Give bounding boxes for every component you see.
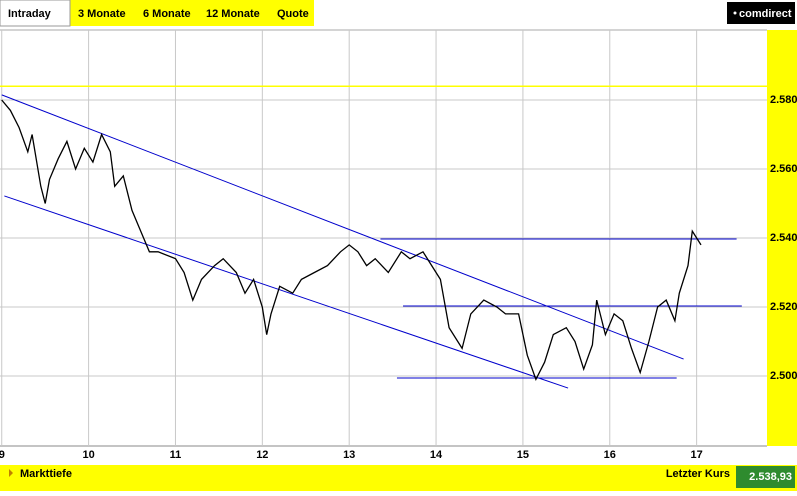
- tab[interactable]: Intraday: [8, 8, 52, 20]
- trend-line: [1, 94, 684, 360]
- x-tick-label: 10: [82, 449, 94, 461]
- footer: [0, 465, 797, 491]
- logo: comdirect: [739, 8, 792, 20]
- footer-label: Letzter Kurs: [666, 468, 730, 480]
- price-line: [1, 99, 702, 382]
- tab[interactable]: 3 Monate: [78, 8, 126, 20]
- tab[interactable]: 6 Monate: [143, 8, 191, 20]
- logo-dot: [733, 11, 737, 15]
- x-tick-label: 13: [343, 449, 355, 461]
- price-box: [736, 466, 795, 488]
- x-tick-label: 14: [430, 449, 443, 461]
- y-tick-label: 2.520: [770, 301, 797, 313]
- y-tick-label: 2.560: [770, 163, 797, 175]
- expand-icon: [9, 469, 13, 477]
- tab[interactable]: Quote: [277, 8, 309, 20]
- x-tick-label: 17: [691, 449, 703, 461]
- last-price: 2.538,93: [749, 471, 792, 483]
- x-tick-label: 15: [517, 449, 529, 461]
- active-tab[interactable]: [0, 0, 71, 27]
- x-tick-label: 9: [0, 449, 5, 461]
- tab-bar-fill: [314, 0, 797, 26]
- logo-box: [727, 2, 795, 24]
- x-tick-label: 12: [256, 449, 268, 461]
- y-tick-label: 2.500: [770, 370, 797, 382]
- x-tick-label: 11: [170, 449, 182, 461]
- tab[interactable]: 12 Monate: [206, 8, 260, 20]
- trend-line: [4, 195, 569, 389]
- y-tick-label: 2.580: [770, 94, 797, 106]
- footer-link[interactable]: Markttiefe: [20, 468, 72, 480]
- y-tick-label: 2.540: [770, 232, 797, 244]
- tabs: Intraday 3 Monate 6 Monate 12 Monate Quote: [8, 8, 309, 20]
- y-axis-strip: [767, 30, 797, 446]
- x-tick-label: 16: [604, 449, 616, 461]
